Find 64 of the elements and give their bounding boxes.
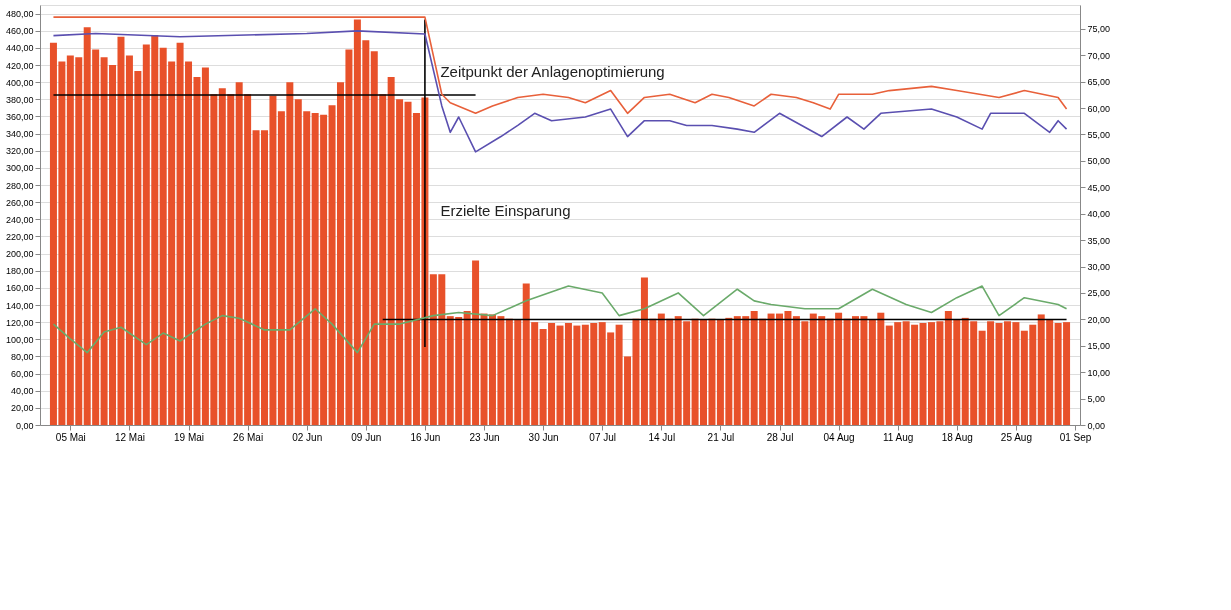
annotation: Zeitpunkt der Anlagenoptimierung <box>440 63 665 81</box>
y-tick-label: 240,00 <box>5 214 34 225</box>
annotation: Erzielte Einsparung <box>440 201 571 219</box>
x-tick-label: 18 Aug <box>941 431 973 443</box>
x-tick-label: 11 Aug <box>883 431 914 443</box>
x-tick-label: 04 Aug <box>823 431 855 443</box>
y-tick-label: 360,00 <box>5 111 34 122</box>
x-tick-label: 16 Jun <box>410 431 441 443</box>
x-tick-label: 01 Sep <box>1059 431 1092 443</box>
y-tick-label: 200,00 <box>5 249 34 260</box>
y2-tick-label: 45,00 <box>1087 182 1111 193</box>
x-tick-label: 23 Jun <box>469 431 500 443</box>
y2-tick-label: 10,00 <box>1087 367 1111 378</box>
y-tick-label: 220,00 <box>5 231 34 242</box>
x-tick-label: 05 Mai <box>55 431 86 443</box>
y2-tick-label: 0,00 <box>1087 420 1106 431</box>
y-tick-label: 40,00 <box>10 386 34 397</box>
y2-tick-label: 15,00 <box>1087 341 1111 352</box>
y2-tick-label: 30,00 <box>1087 262 1111 273</box>
y-tick-label: 140,00 <box>5 300 34 311</box>
x-tick-label: 21 Jul <box>707 431 735 443</box>
y-tick-label: 0,00 <box>15 420 34 431</box>
x-tick-label: 09 Jun <box>351 431 382 443</box>
y-tick-label: 440,00 <box>5 43 34 54</box>
line-series <box>52 30 1068 153</box>
y2-tick-label: 65,00 <box>1087 77 1111 88</box>
x-tick-label: 25 Aug <box>1000 431 1032 443</box>
x-tick-label: 12 Mai <box>114 431 145 443</box>
x-tick-label: 19 Mai <box>174 431 205 443</box>
y-tick-label: 160,00 <box>5 283 34 294</box>
y2-tick-label: 5,00 <box>1087 394 1106 405</box>
y2-tick-label: 60,00 <box>1087 103 1111 114</box>
y-tick-label: 20,00 <box>10 403 34 414</box>
y-tick-label: 280,00 <box>5 180 34 191</box>
x-tick-label: 28 Jul <box>766 431 794 443</box>
y-tick-label: 100,00 <box>5 334 34 345</box>
y-tick-label: 400,00 <box>5 77 34 88</box>
y-tick-label: 260,00 <box>5 197 34 208</box>
y-tick-label: 300,00 <box>5 163 34 174</box>
x-tick-label: 14 Jul <box>648 431 676 443</box>
y2-tick-label: 35,00 <box>1087 235 1111 246</box>
y2-tick-label: 50,00 <box>1087 156 1111 167</box>
y-tick-label: 460,00 <box>5 26 34 37</box>
y2-tick-label: 40,00 <box>1087 209 1111 220</box>
y-tick-label: 380,00 <box>5 94 34 105</box>
y-tick-label: 180,00 <box>5 266 34 277</box>
x-tick-label: 02 Jun <box>292 431 323 443</box>
y2-tick-label: 55,00 <box>1087 129 1111 140</box>
line-series <box>52 16 1068 115</box>
y2-tick-label: 75,00 <box>1087 24 1111 35</box>
x-tick-label: 26 Mai <box>233 431 264 443</box>
y2-tick-label: 70,00 <box>1087 50 1111 61</box>
y-tick-label: 420,00 <box>5 60 34 71</box>
y-tick-label: 60,00 <box>10 369 34 380</box>
x-tick-label: 07 Jul <box>589 431 617 443</box>
y2-tick-label: 20,00 <box>1087 314 1111 325</box>
line-series <box>52 285 1068 354</box>
y-tick-label: 340,00 <box>5 129 34 140</box>
y2-tick-label: 25,00 <box>1087 288 1111 299</box>
y-tick-label: 320,00 <box>5 146 34 157</box>
y-tick-label: 120,00 <box>5 317 34 328</box>
x-tick-label: 30 Jun <box>528 431 559 443</box>
y-tick-label: 80,00 <box>10 351 34 362</box>
y-tick-label: 480,00 <box>5 9 34 20</box>
